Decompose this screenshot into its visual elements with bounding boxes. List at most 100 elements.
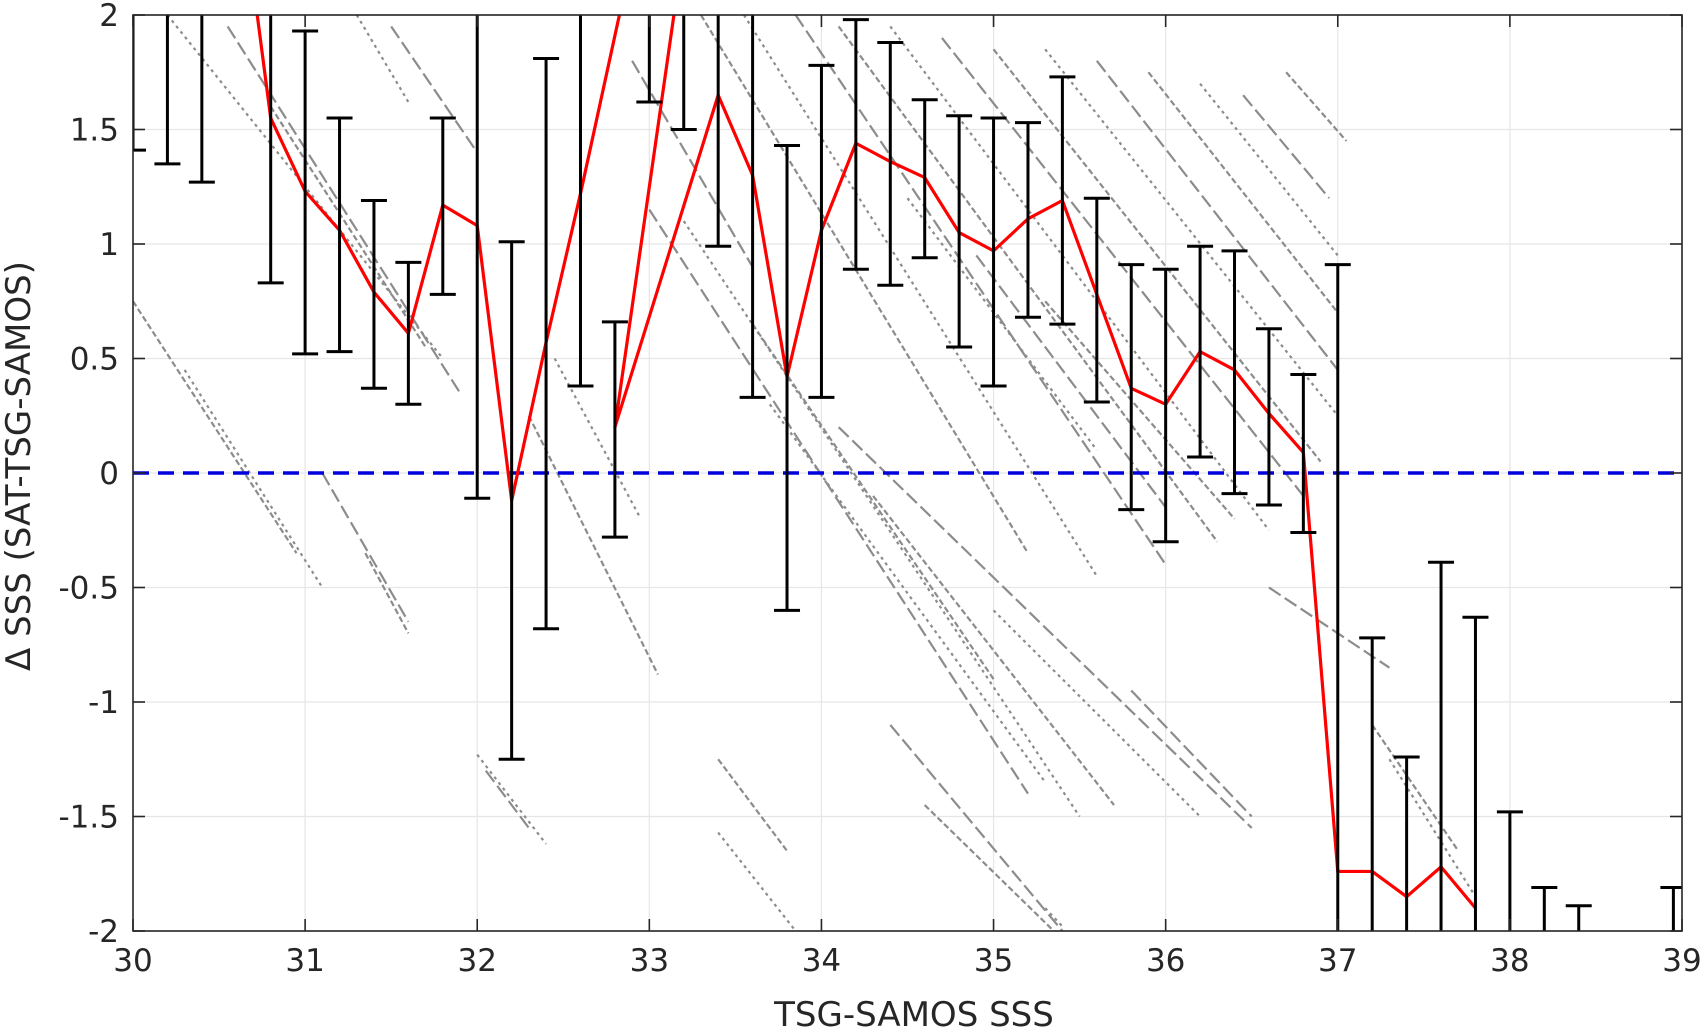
error-bar bbox=[636, 15, 663, 104]
scatter-streak bbox=[1095, 60, 1339, 371]
y-axis: 2 1.5 1 0.5 0 -0.5 -1 -1.5 -2 bbox=[59, 0, 1682, 950]
y-tick-label: 1 bbox=[99, 227, 119, 263]
y-tick-label: 0.5 bbox=[70, 342, 119, 378]
error-bar bbox=[877, 40, 904, 287]
y-tick-label: 2 bbox=[99, 0, 119, 34]
error-bar bbox=[1393, 755, 1420, 931]
error-bar bbox=[1462, 615, 1489, 931]
scatter-streak bbox=[1388, 758, 1477, 898]
scatter-streak bbox=[1199, 83, 1339, 257]
scatter-streak bbox=[527, 415, 659, 676]
x-axis-label: TSG-SAMOS SSS bbox=[773, 995, 1054, 1031]
scatter-streak bbox=[648, 209, 1029, 795]
error-bar bbox=[154, 15, 181, 166]
x-tick-label: 30 bbox=[113, 943, 152, 979]
x-tick-label: 35 bbox=[974, 943, 1013, 979]
scatter-streak bbox=[1371, 724, 1460, 852]
error-bars bbox=[133, 15, 1682, 931]
error-bar bbox=[1660, 885, 1682, 931]
scatter-streak bbox=[1285, 71, 1348, 142]
error-bar bbox=[533, 57, 560, 631]
scatter-streak bbox=[975, 254, 1167, 509]
error-bar bbox=[188, 15, 215, 184]
y-tick-label: -2 bbox=[88, 914, 119, 950]
error-bar bbox=[1083, 196, 1110, 404]
error-bar bbox=[1324, 263, 1351, 931]
error-bar bbox=[1290, 373, 1317, 535]
x-tick-label: 34 bbox=[802, 943, 841, 979]
x-axis: 30 31 32 33 34 35 36 37 38 39 bbox=[113, 15, 1702, 979]
error-bar bbox=[911, 98, 938, 260]
error-bar bbox=[739, 15, 766, 399]
scatter-streak bbox=[132, 300, 298, 554]
scatter-streak bbox=[355, 14, 410, 103]
error-bar bbox=[808, 63, 835, 399]
error-bar bbox=[429, 116, 456, 296]
x-tick-label: 31 bbox=[285, 943, 324, 979]
scatter-streak bbox=[269, 106, 427, 348]
error-bar bbox=[257, 15, 284, 285]
error-bar bbox=[464, 15, 491, 500]
error-bar bbox=[1187, 244, 1214, 459]
error-bar bbox=[1255, 327, 1282, 507]
scatter-streak bbox=[682, 220, 1081, 818]
error-bar bbox=[1221, 249, 1248, 496]
error-bar bbox=[133, 15, 146, 152]
error-bar bbox=[1428, 560, 1455, 931]
x-tick-label: 39 bbox=[1662, 943, 1701, 979]
scatter-streak bbox=[226, 25, 461, 394]
scatter-streak bbox=[889, 724, 1064, 932]
scatter-streak bbox=[166, 14, 444, 360]
scatter-streak bbox=[631, 60, 754, 268]
scatter-streak bbox=[992, 48, 1322, 463]
scatter-streak bbox=[743, 14, 1098, 577]
error-bar bbox=[498, 240, 525, 761]
error-bar bbox=[1359, 636, 1386, 931]
error-bar bbox=[1014, 121, 1041, 319]
error-bar bbox=[601, 320, 628, 539]
scatter-streak bbox=[1130, 689, 1253, 818]
scatter-streak bbox=[768, 403, 1047, 783]
error-bar bbox=[705, 15, 732, 248]
error-bar bbox=[1049, 75, 1076, 326]
scatter-streak bbox=[1044, 300, 1236, 520]
error-bar bbox=[326, 116, 353, 354]
scatter-streak bbox=[717, 758, 788, 852]
y-tick-label: -1 bbox=[88, 685, 119, 721]
x-tick-label: 36 bbox=[1146, 943, 1185, 979]
x-tick-label: 38 bbox=[1490, 943, 1529, 979]
scatter-streak bbox=[321, 472, 410, 623]
x-tick-label: 33 bbox=[630, 943, 669, 979]
error-bar bbox=[395, 260, 422, 406]
scatter-streak bbox=[941, 37, 1305, 497]
error-bar bbox=[980, 116, 1007, 388]
error-bar bbox=[1565, 904, 1592, 931]
scatter-streak bbox=[889, 25, 1270, 531]
x-tick-label: 32 bbox=[457, 943, 496, 979]
x-tick-label: 37 bbox=[1318, 943, 1357, 979]
scatter-streak bbox=[364, 552, 410, 634]
scatter-streak bbox=[837, 426, 1253, 829]
y-tick-label: -0.5 bbox=[59, 571, 120, 607]
scatter-streak bbox=[183, 369, 324, 589]
scatter-streak bbox=[794, 14, 1167, 566]
error-bar bbox=[842, 18, 869, 271]
scatter-streak bbox=[484, 770, 530, 829]
error-bar bbox=[1152, 267, 1179, 544]
error-bar bbox=[1496, 810, 1523, 931]
error-bar bbox=[774, 144, 801, 612]
error-bar bbox=[946, 114, 973, 349]
scatter-streak bbox=[476, 753, 547, 845]
scatter-streak bbox=[872, 495, 1115, 806]
scatter-streak bbox=[923, 804, 1055, 932]
y-tick-label: 0 bbox=[99, 456, 119, 492]
scatter-streak bbox=[390, 25, 479, 154]
error-bar bbox=[1531, 885, 1558, 931]
y-tick-label: 1.5 bbox=[70, 113, 119, 149]
y-tick-label: -1.5 bbox=[59, 800, 120, 836]
error-bar bbox=[360, 198, 387, 390]
error-bar bbox=[567, 15, 594, 388]
scatter-streak bbox=[1147, 71, 1339, 314]
